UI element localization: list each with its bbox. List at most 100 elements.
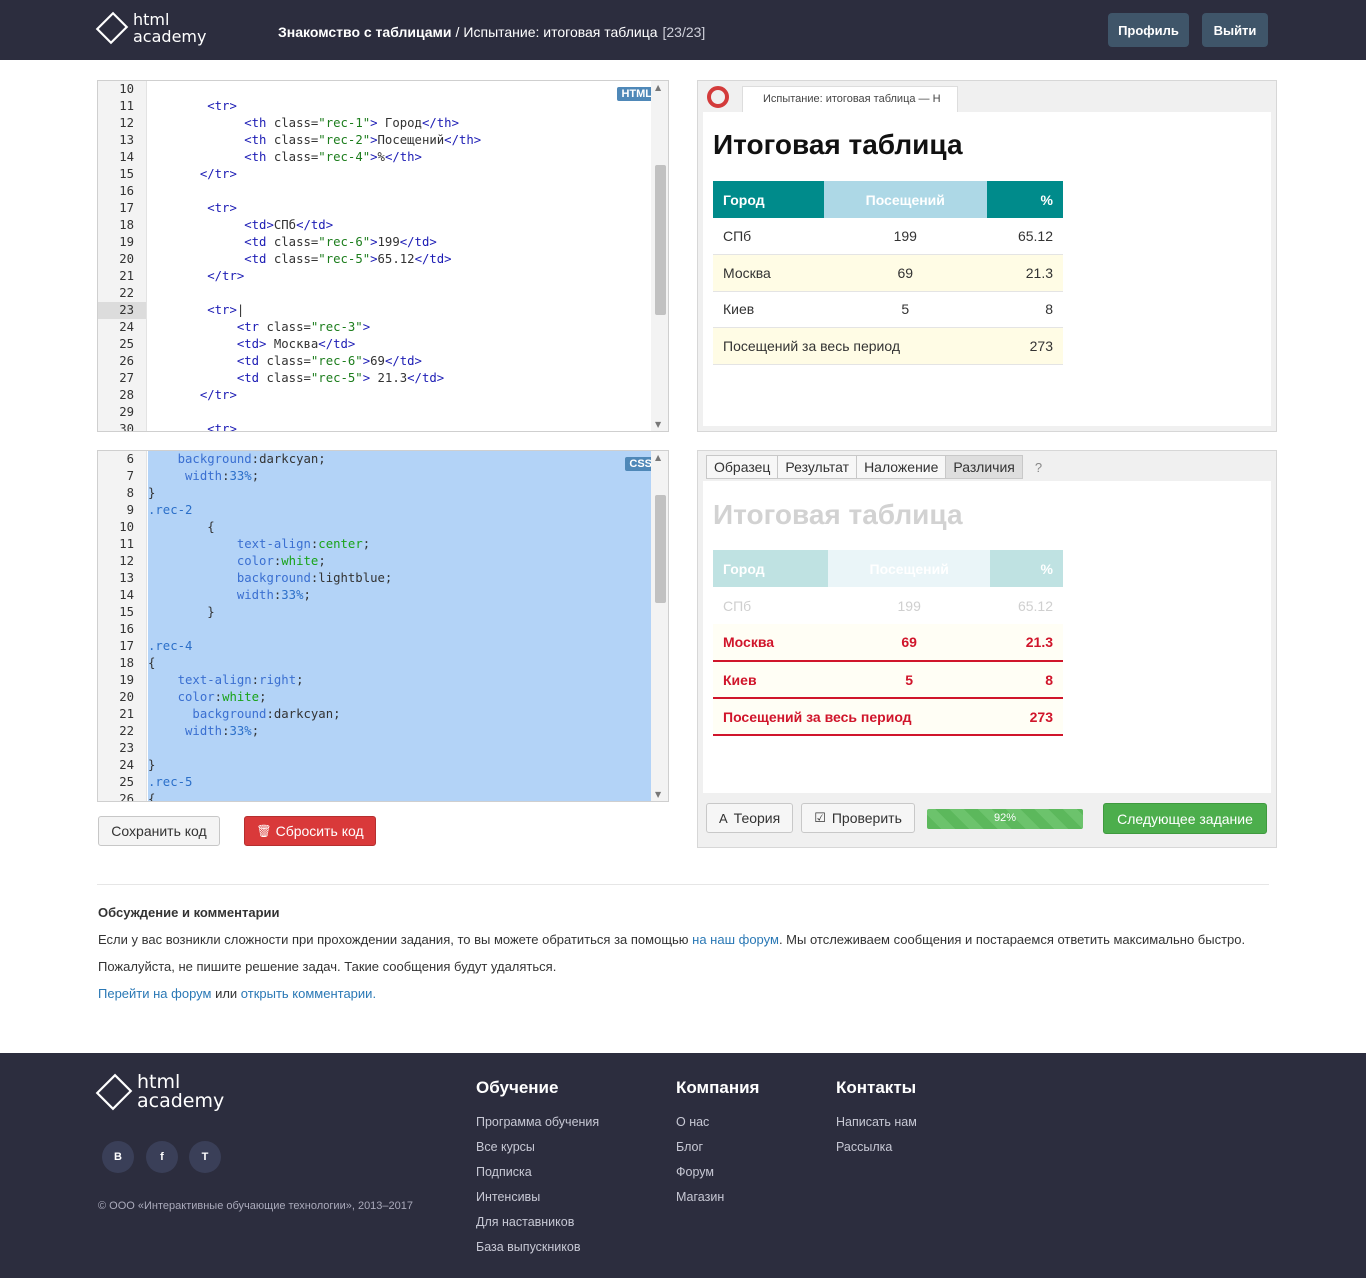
check-button[interactable]: ☑ Проверить xyxy=(801,803,915,833)
code-line[interactable]: .rec-4 xyxy=(148,639,193,653)
footer-link[interactable]: База выпускников xyxy=(476,1240,581,1254)
line-number: 14 xyxy=(119,588,134,602)
code-line[interactable]: text-align:center; xyxy=(236,537,371,551)
tab-differences[interactable]: Различия xyxy=(945,455,1023,479)
footer-link[interactable]: Рассылка xyxy=(836,1140,893,1154)
code-line[interactable]: <td class="rec-6">69</td> xyxy=(236,354,422,368)
go-to-forum-link[interactable]: Перейти на форум xyxy=(98,986,212,1001)
footer-link[interactable]: О нас xyxy=(676,1115,710,1129)
facebook-icon[interactable]: f xyxy=(146,1141,178,1173)
footer-link[interactable]: Магазин xyxy=(676,1190,725,1204)
check-icon: ☑ xyxy=(814,810,826,825)
site-logo[interactable]: html academy xyxy=(95,11,206,45)
line-number: 26 xyxy=(119,792,134,802)
scroll-down-icon[interactable]: ▼ xyxy=(655,790,662,799)
code-line[interactable]: background:darkcyan; xyxy=(192,707,341,721)
code-line[interactable]: </tr> xyxy=(199,167,237,181)
code-line[interactable]: </tr> xyxy=(199,388,237,402)
code-line[interactable] xyxy=(148,183,651,200)
html-scrollbar[interactable]: ▲ ▼ xyxy=(651,81,668,431)
footer-logo[interactable]: html academy xyxy=(95,1073,224,1111)
code-line[interactable]: color:white; xyxy=(236,554,326,568)
line-number: 16 xyxy=(119,622,134,636)
code-line[interactable]: <tr> xyxy=(207,422,237,431)
scroll-thumb[interactable] xyxy=(655,495,666,603)
twitter-icon[interactable]: T xyxy=(189,1141,221,1173)
table-cell: 5 xyxy=(823,291,987,328)
line-number: 27 xyxy=(119,371,134,385)
code-line[interactable]: } xyxy=(148,605,215,619)
code-line[interactable]: <td>СПб</td> xyxy=(244,218,334,232)
reset-code-button[interactable]: 🗑 Сбросить код xyxy=(244,816,376,846)
code-line[interactable]: } xyxy=(148,486,156,500)
code-line[interactable]: { xyxy=(148,656,156,670)
theory-button[interactable]: A Теория xyxy=(706,803,794,833)
save-code-button[interactable]: Сохранить код xyxy=(98,816,220,846)
code-line[interactable] xyxy=(148,404,651,421)
code-line[interactable]: <tr class="rec-3"> xyxy=(236,320,371,334)
footer-link[interactable]: Все курсы xyxy=(476,1140,535,1154)
code-line[interactable] xyxy=(148,621,651,638)
code-line[interactable]: <td> Москва</td> xyxy=(236,337,356,351)
css-code-area[interactable]: background:darkcyan; width:33%;} .rec-2 {… xyxy=(148,451,651,801)
code-line[interactable] xyxy=(148,81,651,98)
code-line[interactable]: <td class="rec-5">65.12</td> xyxy=(244,252,452,266)
table-cell: 21.3 xyxy=(989,624,1063,662)
code-line[interactable]: <tr> xyxy=(207,99,237,113)
code-line[interactable]: { xyxy=(148,792,156,801)
tab-result[interactable]: Результат xyxy=(777,455,858,479)
breadcrumb-course[interactable]: Знакомство с таблицами xyxy=(278,24,452,40)
code-line[interactable]: .rec-2 xyxy=(148,503,193,517)
code-line[interactable]: <td class="rec-6">199</td> xyxy=(244,235,437,249)
code-line[interactable]: color:white; xyxy=(177,690,267,704)
code-line[interactable]: <th class="rec-2">Посещений</th> xyxy=(244,133,482,147)
code-line[interactable]: text-align:right; xyxy=(177,673,304,687)
logout-button[interactable]: Выйти xyxy=(1202,13,1268,47)
code-line[interactable]: width:33%; xyxy=(185,724,260,738)
footer-link[interactable]: Интенсивы xyxy=(476,1190,541,1204)
scroll-up-icon[interactable]: ▲ xyxy=(655,453,662,462)
code-line[interactable]: { xyxy=(148,520,215,534)
tab-sample[interactable]: Образец xyxy=(706,455,779,479)
code-line[interactable]: background:darkcyan; xyxy=(177,452,326,466)
profile-button[interactable]: Профиль xyxy=(1108,13,1189,47)
footer-link[interactable]: Программа обучения xyxy=(476,1115,600,1129)
vk-icon[interactable]: В xyxy=(102,1141,134,1173)
code-line[interactable]: width:33%; xyxy=(185,469,260,483)
next-task-button[interactable]: Следующее задание xyxy=(1103,803,1267,834)
tab-overlay[interactable]: Наложение xyxy=(856,455,947,479)
code-line[interactable]: width:33%; xyxy=(236,588,311,602)
table-header-row: Город Посещений % xyxy=(713,181,1063,218)
footer-link[interactable]: Форум xyxy=(676,1165,714,1179)
scroll-thumb[interactable] xyxy=(655,165,666,315)
html-code-area[interactable]: <tr> <th class="rec-1"> Город</th> <th c… xyxy=(148,81,651,431)
css-editor[interactable]: 6 7 8 9 10 11 12 13 14 15 16 17 18 19 20 21 22 23 24 25 26 b… xyxy=(97,450,669,802)
footer-link[interactable]: Подписка xyxy=(476,1165,532,1179)
diff-table: Город Посещений % СПб 199 65.12 Москва 69 21… xyxy=(713,550,1063,736)
code-line[interactable]: } xyxy=(148,758,156,772)
footer-link[interactable]: Написать нам xyxy=(836,1115,917,1129)
divider xyxy=(97,884,1269,885)
footer-link[interactable]: Для наставников xyxy=(476,1215,575,1229)
scroll-down-icon[interactable]: ▼ xyxy=(655,420,662,429)
code-line[interactable]: <th class="rec-4">%</th> xyxy=(244,150,422,164)
css-scrollbar[interactable]: ▲ ▼ xyxy=(651,451,668,801)
code-line[interactable]: <tr>| xyxy=(207,303,245,317)
table-cell: Посещений за весь период xyxy=(713,698,990,736)
code-line[interactable] xyxy=(148,285,651,302)
code-line[interactable]: <tr> xyxy=(207,201,237,215)
help-icon[interactable]: ? xyxy=(1034,459,1043,475)
open-comments-link[interactable]: открыть комментарии xyxy=(240,986,373,1001)
scroll-up-icon[interactable]: ▲ xyxy=(655,83,662,92)
code-line[interactable]: background:lightblue; xyxy=(236,571,393,585)
footer-link[interactable]: Блог xyxy=(676,1140,704,1154)
code-line[interactable]: <td class="rec-5"> 21.3</td> xyxy=(236,371,445,385)
forum-link[interactable]: на наш форум xyxy=(692,932,779,947)
code-line[interactable]: .rec-5 xyxy=(148,775,193,789)
table-row: Москва 69 21.3 xyxy=(713,624,1063,662)
code-line[interactable] xyxy=(148,740,651,757)
html-editor[interactable]: 10 11 12 13 14 15 16 17 18 19 20 21 22 23 24 25 26 27 28 29… xyxy=(97,80,669,432)
breadcrumb: Знакомство с таблицами / Испытание: итогов… xyxy=(278,24,705,40)
code-line[interactable]: </tr> xyxy=(207,269,245,283)
code-line[interactable]: <th class="rec-1"> Город</th> xyxy=(244,116,459,130)
